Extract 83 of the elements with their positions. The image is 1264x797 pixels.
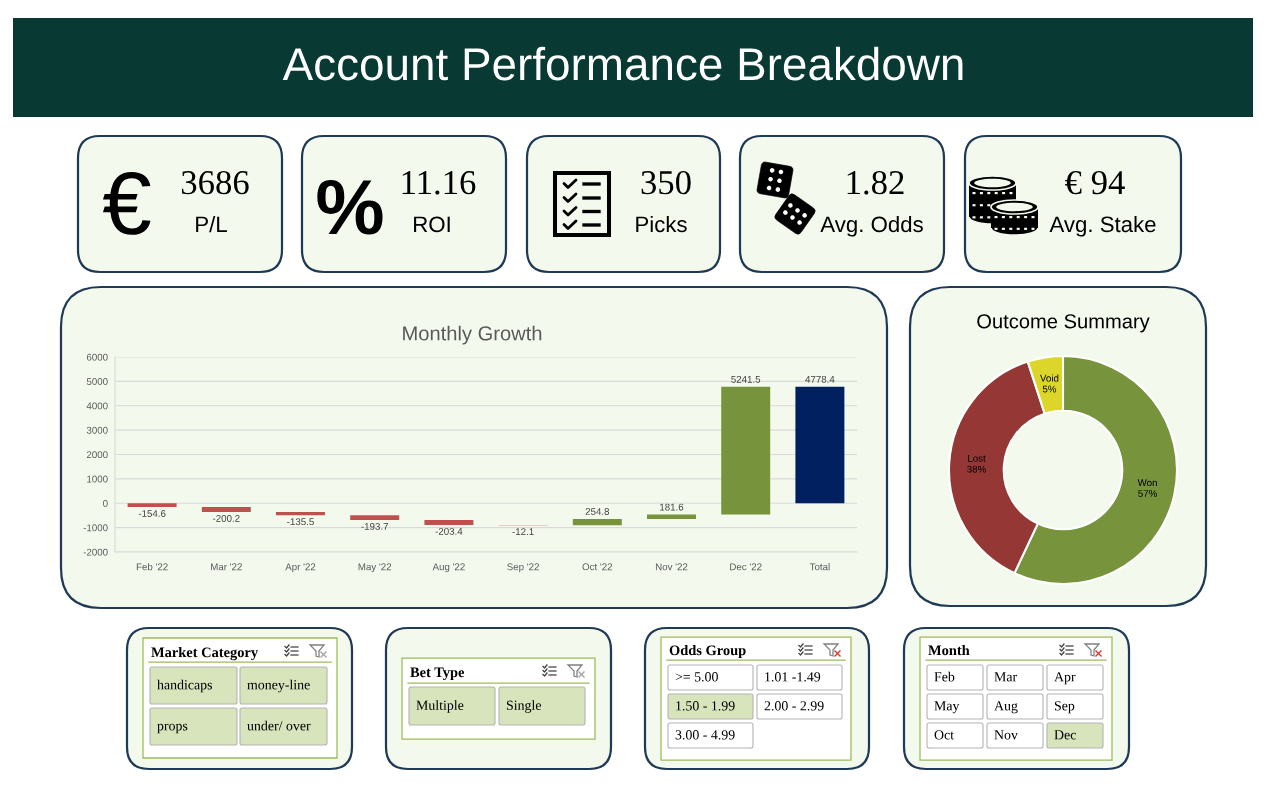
text: % (317, 179, 383, 235)
data-label: -193.7 (361, 522, 388, 530)
category-label: money-line (247, 679, 310, 693)
category-label: 1.01 -1.49 (765, 672, 821, 682)
category-label: Aug (994, 701, 1018, 714)
bar (721, 386, 771, 515)
category-label: Feb (934, 671, 955, 682)
data-label: 38% (967, 465, 986, 473)
data-label: -154.6 (138, 510, 166, 517)
text: 350 (641, 170, 691, 195)
text: 11.16 (402, 171, 476, 195)
text: € 94 (1065, 171, 1125, 195)
x-tick-label: Feb '22 (136, 563, 168, 571)
bar (276, 511, 325, 516)
text: Odds Group (669, 644, 746, 659)
slice-label: Void (1040, 374, 1059, 382)
data-label: -135.5 (287, 518, 314, 526)
y-tick-label: 2000 (86, 451, 108, 459)
text: Picks (636, 215, 687, 233)
category-label: under/ over (247, 720, 311, 731)
category-label: Single (506, 700, 542, 713)
slice-label: Won (1137, 479, 1157, 487)
category-label: Sep (1054, 701, 1075, 714)
x-tick-label: May '22 (358, 563, 392, 573)
bar (424, 519, 474, 525)
bar (572, 518, 622, 526)
bar (350, 515, 400, 520)
category-label: Nov (994, 730, 1018, 740)
x-tick-label: Total (809, 563, 830, 571)
category-label: 3.00 - 4.99 (675, 730, 735, 740)
text: Bet Type (410, 667, 465, 681)
data-label: 254.8 (585, 508, 610, 515)
data-label: -203.4 (435, 527, 463, 535)
x-tick-label: Mar '22 (211, 563, 242, 571)
y-tick-label: -2000 (83, 548, 108, 556)
x-tick-label: Oct '22 (582, 563, 613, 571)
y-tick-label: 5000 (86, 378, 108, 385)
category-label: props (157, 723, 188, 734)
y-tick-label: 3000 (86, 426, 108, 434)
data-label: -200.2 (212, 514, 240, 522)
y-tick-label: 1000 (87, 475, 108, 483)
text: Account Performance Breakdown (282, 46, 963, 81)
category-label: Multiple (416, 700, 464, 713)
chart-title: Monthly Growth (403, 325, 542, 345)
y-tick-label: 0 (103, 499, 108, 507)
data-label: 5% (1042, 385, 1057, 393)
x-tick-label: Apr '22 (285, 563, 316, 573)
x-tick-label: Nov '22 (655, 563, 688, 571)
x-tick-label: Sep '22 (507, 563, 539, 573)
x-tick-label: Dec '22 (730, 563, 762, 571)
text: 1.82 (847, 170, 904, 195)
category-label: Mar (994, 672, 1018, 682)
data-label: 4778.4 (805, 375, 835, 383)
x-tick-label: Aug '22 (432, 563, 465, 573)
bar (127, 503, 177, 508)
category-label: 1.50 - 1.99 (676, 701, 735, 711)
category-label: Apr (1054, 672, 1076, 685)
text: Avg. Stake (1049, 215, 1156, 237)
text: Avg. Odds (820, 215, 923, 237)
data-label: -12.1 (512, 528, 534, 535)
text: € (102, 171, 151, 235)
text: ROI (414, 216, 450, 233)
text: Month (928, 644, 970, 656)
bar (647, 514, 696, 519)
data-label: 57% (1138, 490, 1157, 497)
category-label: May (934, 701, 960, 714)
chart-title: Outcome Summary (977, 314, 1150, 333)
category-label: 2.00 - 2.99 (764, 701, 824, 711)
y-tick-label: 6000 (86, 353, 108, 361)
category-label: Oct (934, 730, 954, 740)
text: 3686 (181, 170, 249, 195)
data-label: 181.6 (660, 503, 684, 511)
category-label: >= 5.00 (675, 672, 718, 682)
y-tick-label: 4000 (86, 402, 108, 410)
y-tick-label: -1000 (83, 524, 108, 532)
data-label: 5241.5 (731, 375, 761, 383)
slice-label: Lost (968, 454, 986, 462)
bar (201, 507, 251, 512)
text: Market Category (151, 646, 258, 661)
category-label: Dec (1054, 730, 1076, 740)
bar (795, 386, 845, 504)
category-label: handicaps (157, 679, 213, 693)
text: P/L (196, 215, 227, 233)
